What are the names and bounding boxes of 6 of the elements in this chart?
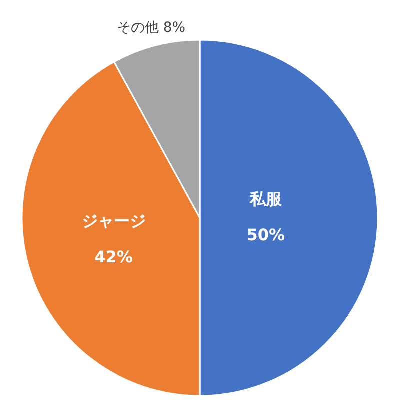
slice-label: その他 xyxy=(116,20,159,36)
slice-label: 私服 xyxy=(248,189,283,208)
data-label: 42% xyxy=(94,248,133,267)
data-label: 50% xyxy=(246,225,286,244)
data-label: 8% xyxy=(163,20,186,36)
slice-label: ジャージ xyxy=(82,212,146,231)
